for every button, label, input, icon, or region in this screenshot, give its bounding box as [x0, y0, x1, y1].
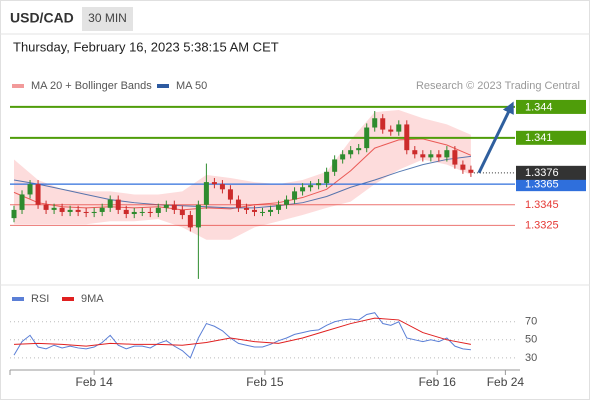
candle-body [436, 154, 442, 158]
candle-body [83, 211, 89, 213]
candle-body [444, 150, 450, 158]
level-box [516, 130, 586, 145]
level-label: 1.341 [525, 132, 553, 144]
x-tick-label: Feb 14 [75, 375, 113, 389]
indicator-line [13, 312, 471, 359]
ma-line [13, 155, 471, 209]
legend-label: MA 50 [176, 80, 207, 92]
candle-body [67, 209, 73, 212]
candle-body [115, 199, 121, 210]
candle-body [388, 129, 394, 132]
candle-body [27, 184, 33, 195]
candle-body [43, 204, 49, 210]
candle-body [195, 204, 201, 228]
candle-body [227, 189, 233, 200]
legend-label: 9MA [81, 293, 104, 305]
candle-body [428, 154, 434, 158]
candle-body [147, 211, 153, 213]
legend-swatch [12, 297, 24, 301]
symbol: USD/CAD [10, 10, 74, 26]
candle-body [19, 194, 25, 210]
source: Research © 2023 Trading Central [416, 80, 580, 92]
candle-body [316, 183, 322, 186]
candle-body [251, 209, 257, 212]
y-tick-label: 70 [525, 316, 537, 328]
candle-body [460, 164, 466, 170]
candle-body [276, 204, 282, 210]
level-label: 1.3365 [525, 179, 559, 191]
last-price-label: 1.3376 [525, 167, 559, 179]
legend-swatch [12, 84, 24, 88]
candle-body [396, 124, 402, 132]
candle-body [468, 169, 474, 173]
candle-body [300, 187, 306, 192]
candle-body [155, 207, 161, 213]
candle-body [380, 118, 386, 130]
legend-label: MA 20 + Bollinger Bands [31, 80, 152, 92]
candle-body [372, 118, 378, 128]
candle-body [412, 150, 418, 155]
candle-body [260, 211, 265, 213]
candle-body [292, 191, 298, 200]
candle-body [332, 159, 338, 172]
candle-body [340, 154, 346, 160]
x-tick-label: Feb 24 [487, 375, 525, 389]
candle-body [404, 124, 410, 151]
x-tick-label: Feb 16 [419, 375, 457, 389]
candle-body [123, 209, 129, 215]
candle-body [308, 185, 314, 188]
y-tick-label: 30 [525, 352, 537, 364]
candle-body [356, 148, 362, 151]
candle-body [163, 204, 169, 208]
level-label: 1.344 [525, 101, 553, 113]
interval-box [82, 7, 133, 31]
candle-body [99, 207, 105, 212]
candle-body [348, 150, 354, 155]
candle-body [219, 184, 225, 190]
candle-body [364, 127, 370, 149]
candle-body [107, 199, 113, 208]
candle-body [235, 199, 241, 208]
indicator-line [13, 317, 472, 347]
level-box [516, 177, 586, 192]
timestamp: Thursday, February 16, 2023 5:38:15 AM C… [13, 39, 279, 54]
level-label: 1.3345 [525, 199, 559, 211]
legend-swatch [62, 297, 74, 301]
legend-label: RSI [31, 293, 49, 305]
legend-swatch [157, 84, 169, 88]
forecast-arrow [477, 101, 514, 174]
candle-body [211, 182, 217, 185]
candle-body [11, 209, 17, 219]
y-tick-label: 50 [525, 334, 537, 346]
x-tick-label: Feb 15 [246, 375, 284, 389]
candle-body [452, 150, 458, 165]
interval: 30 MIN [88, 11, 127, 25]
candle-body [324, 171, 330, 184]
ma-line [13, 138, 472, 211]
level-box [516, 99, 586, 114]
candle-body [139, 211, 145, 213]
candle-body [91, 211, 97, 213]
candle-body [284, 199, 290, 205]
candle-body [75, 209, 81, 212]
candle-body [187, 215, 193, 228]
candle-body [268, 209, 274, 212]
candle-body [35, 184, 41, 205]
candle-body [203, 182, 209, 205]
candle-body [420, 154, 426, 158]
candle-body [179, 209, 185, 216]
last-price-box [516, 165, 586, 180]
level-label: 1.3325 [525, 220, 559, 232]
candle-body [243, 207, 249, 210]
candle-body [131, 211, 137, 215]
candle-body [171, 204, 177, 210]
candle-body [51, 207, 57, 210]
candle-body [59, 207, 65, 212]
